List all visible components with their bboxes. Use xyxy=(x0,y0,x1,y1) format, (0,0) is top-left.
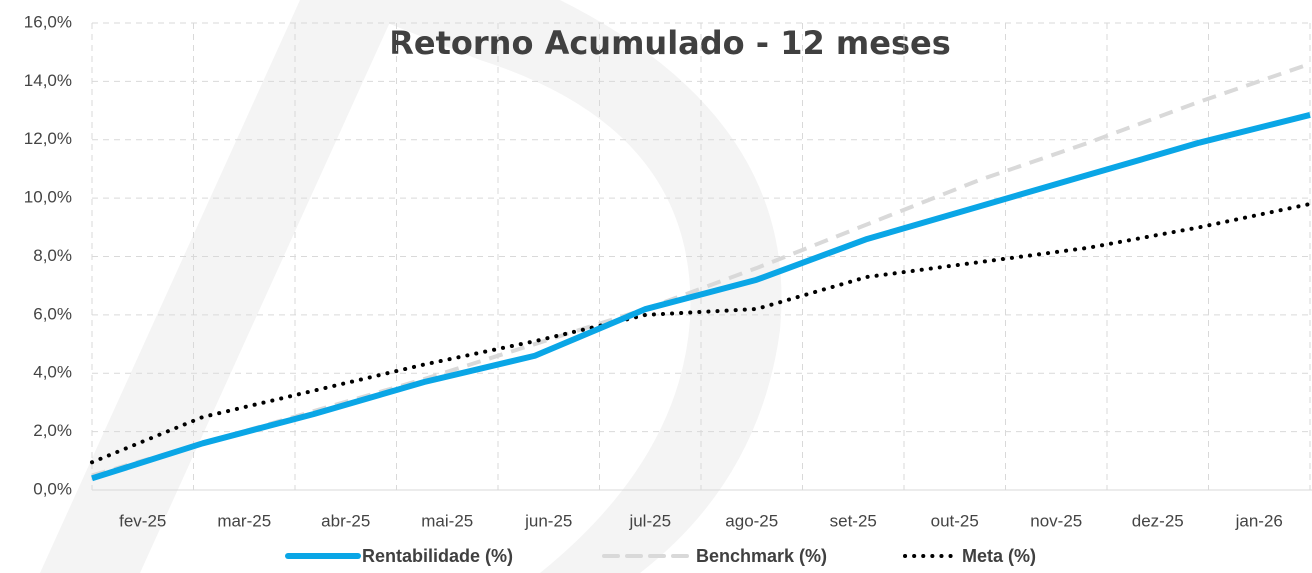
y-tick-label: 4,0% xyxy=(33,363,72,382)
y-tick-label: 8,0% xyxy=(33,246,72,265)
y-tick-label: 14,0% xyxy=(24,71,72,90)
chart-title: Retorno Acumulado - 12 meses xyxy=(389,24,950,62)
x-tick-label: jan-26 xyxy=(1235,511,1283,530)
x-tick-label: set-25 xyxy=(830,511,877,530)
series-line xyxy=(91,112,1311,482)
y-tick-label: 6,0% xyxy=(33,304,72,323)
x-tick-label: jun-25 xyxy=(524,511,572,530)
x-tick-label: fev-25 xyxy=(119,511,166,530)
y-tick-label: 12,0% xyxy=(24,129,72,148)
watermark xyxy=(40,0,782,573)
y-tick-label: 0,0% xyxy=(33,479,72,498)
y-tick-label: 10,0% xyxy=(24,188,72,207)
x-tick-label: dez-25 xyxy=(1132,511,1184,530)
y-tick-label: 16,0% xyxy=(24,12,72,31)
series-line xyxy=(90,201,1312,465)
legend-label: Meta (%) xyxy=(962,546,1036,566)
x-tick-label: nov-25 xyxy=(1030,511,1082,530)
legend-label: Rentabilidade (%) xyxy=(362,546,513,566)
y-tick-label: 2,0% xyxy=(33,421,72,440)
x-tick-label: ago-25 xyxy=(725,511,778,530)
watermark-shape xyxy=(40,0,400,573)
x-tick-label: jul-25 xyxy=(628,511,671,530)
x-tick-label: mai-25 xyxy=(421,511,473,530)
x-tick-label: mar-25 xyxy=(217,511,271,530)
x-tick-label: out-25 xyxy=(931,511,979,530)
x-tick-label: abr-25 xyxy=(321,511,370,530)
legend-label: Benchmark (%) xyxy=(696,546,827,566)
watermark-shape xyxy=(330,0,782,573)
